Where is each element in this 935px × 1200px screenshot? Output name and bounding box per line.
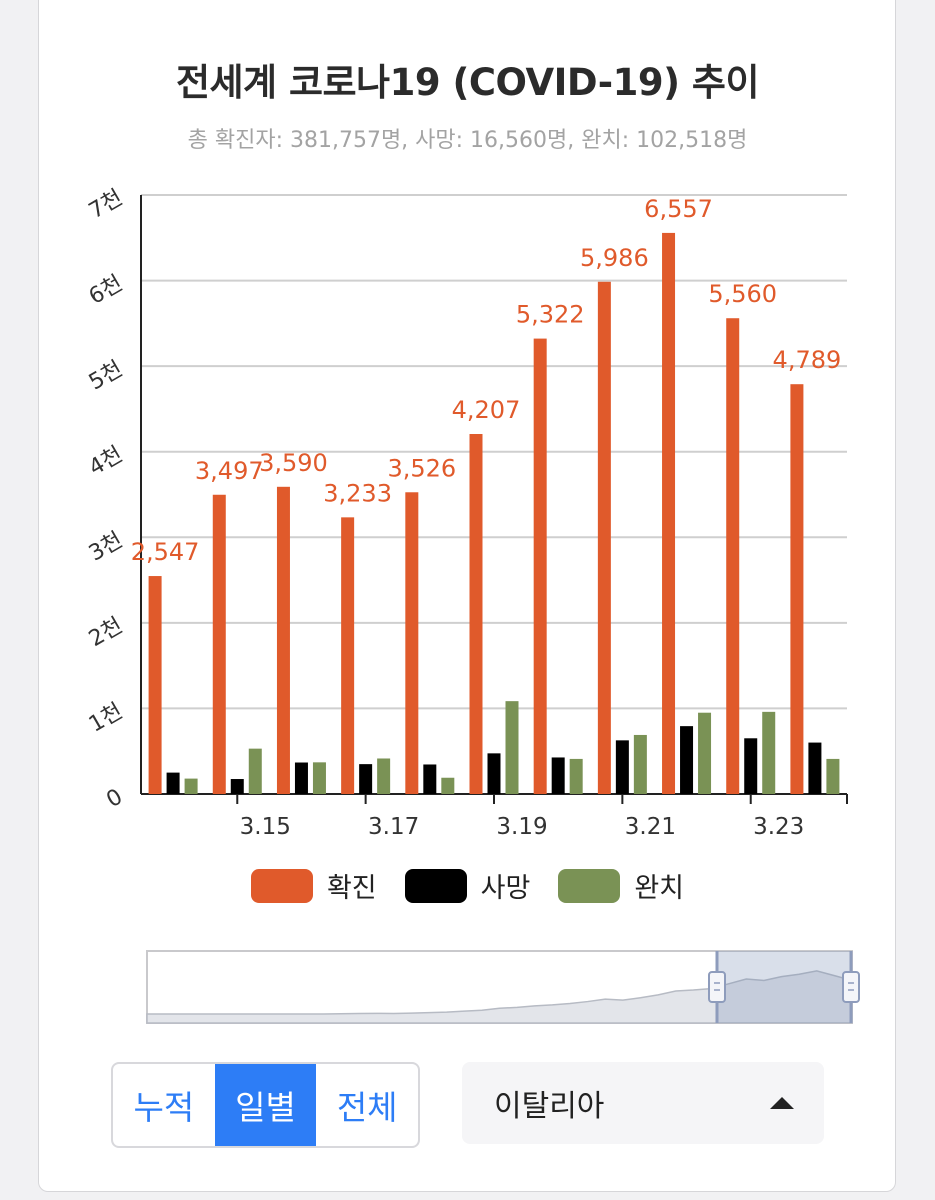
legend-swatch-deaths (404, 868, 467, 903)
chart-legend: 확진 사망 완치 (0, 866, 935, 905)
legend-swatch-recovered (558, 868, 621, 903)
bar-사망-3.22 (680, 726, 694, 794)
bar-완치-3.16 (312, 762, 326, 794)
bar-확진-3.21 (597, 281, 611, 795)
data-label: 4,207 (452, 396, 521, 424)
bar-완치-3.17 (377, 758, 391, 794)
legend-label-recovered: 완치 (634, 873, 685, 904)
data-label: 5,322 (516, 301, 585, 329)
bar-완치-3.15 (248, 748, 262, 794)
bar-확진-3.15 (212, 494, 226, 794)
bar-확진-3.22 (662, 232, 676, 794)
data-label: 5,560 (708, 280, 777, 308)
bar-완치-3.22 (698, 712, 712, 794)
bar-사망-3.14 (166, 772, 180, 794)
bar-확진-3.16 (276, 486, 290, 794)
bar-확진-3.24 (790, 384, 804, 794)
bar-chart: 01천2천3천4천5천6천7천2,5473,4973.153,5903,2333… (85, 185, 848, 840)
bar-확진-3.14 (148, 576, 162, 794)
data-label: 3,497 (195, 457, 264, 485)
navigator-handle-left[interactable] (708, 971, 726, 1003)
legend-label-confirmed: 확진 (326, 873, 377, 904)
tab-daily[interactable]: 일별 (214, 1064, 317, 1146)
bar-사망-3.23 (744, 738, 758, 794)
data-label: 3,233 (323, 479, 392, 507)
view-mode-toggle: 누적 일별 전체 (111, 1062, 420, 1148)
bar-확진-3.23 (726, 318, 740, 794)
data-label: 3,526 (387, 454, 456, 482)
bar-완치-3.23 (762, 711, 776, 794)
bar-확진-3.19 (469, 434, 483, 794)
bar-확진-3.18 (405, 492, 419, 794)
country-select-value: 이탈리아 (494, 1089, 605, 1124)
data-label: 6,557 (644, 195, 713, 223)
bar-사망-3.18 (423, 764, 437, 794)
legend-label-deaths: 사망 (480, 873, 531, 904)
bar-확진-3.20 (533, 338, 547, 794)
data-label: 2,547 (131, 538, 200, 566)
chart-subtitle: 총 확진자: 381,757명, 사망: 16,560명, 완치: 102,51… (187, 128, 748, 153)
tab-cumulative[interactable]: 누적 (133, 1088, 195, 1127)
navigator-selection[interactable] (717, 951, 851, 1023)
bar-확진-3.17 (341, 517, 355, 794)
legend-item-confirmed[interactable]: 확진 (250, 866, 377, 905)
navigator-series (146, 970, 853, 1024)
tab-all[interactable]: 전체 (336, 1088, 398, 1127)
bar-완치-3.20 (569, 758, 583, 794)
bar-완치-3.18 (441, 777, 455, 794)
bar-사망-3.20 (551, 757, 565, 794)
caret-up-icon (770, 1097, 794, 1109)
navigator-handle-right[interactable] (842, 971, 860, 1003)
x-tick-label: 3.17 (368, 814, 419, 840)
country-select[interactable]: 이탈리아 (462, 1062, 824, 1144)
legend-item-deaths[interactable]: 사망 (404, 866, 531, 905)
range-navigator[interactable] (0, 0, 935, 1040)
chart-title: 전세계 코로나19 (COVID-19) 추이 (175, 61, 760, 104)
legend-swatch-confirmed (250, 868, 313, 903)
bar-완치-3.14 (184, 778, 198, 794)
data-label: 3,590 (259, 449, 328, 477)
x-tick-label: 3.15 (240, 814, 291, 840)
bar-사망-3.15 (230, 779, 244, 794)
bar-완치-3.21 (633, 734, 647, 794)
bar-사망-3.21 (615, 740, 629, 794)
x-tick-label: 3.19 (496, 814, 547, 840)
x-tick-label: 3.21 (625, 814, 676, 840)
bar-사망-3.24 (808, 742, 822, 794)
legend-item-recovered[interactable]: 완치 (558, 866, 684, 905)
bar-사망-3.17 (359, 764, 373, 794)
data-label: 5,986 (580, 244, 649, 272)
data-label: 4,789 (773, 346, 842, 374)
bar-사망-3.16 (294, 762, 308, 794)
bar-완치-3.24 (826, 758, 840, 794)
x-tick-label: 3.23 (753, 814, 804, 840)
bar-사망-3.19 (487, 753, 501, 794)
bar-완치-3.19 (505, 701, 519, 794)
